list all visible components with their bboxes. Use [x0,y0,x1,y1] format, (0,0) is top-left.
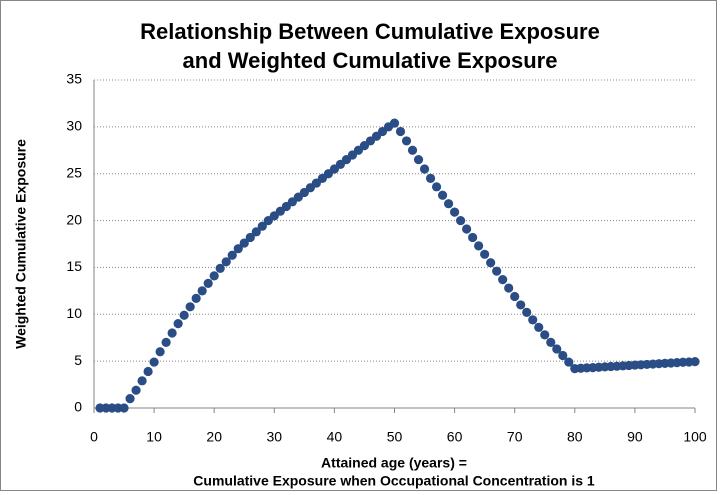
point [215,263,225,273]
point [245,232,255,243]
point [125,394,135,404]
point [474,241,484,251]
x-tick-label: 90 [627,429,643,445]
point [143,366,153,377]
point [227,250,237,260]
y-tick-label: 30 [66,118,82,134]
point [233,244,243,254]
point [437,190,448,200]
point [173,319,183,329]
point [137,376,147,386]
point [257,221,267,231]
point [552,344,562,354]
point [690,357,700,367]
point [534,322,544,333]
x-axis-label: Attained age (years) = [321,455,467,471]
chart-title: Relationship Between Cumulative Exposure [140,19,600,44]
point [540,330,550,340]
point [407,145,418,155]
point [468,232,478,243]
point [462,224,472,234]
point [456,215,466,226]
point [431,182,442,192]
point [498,275,508,285]
point [425,173,436,183]
x-tick-label: 80 [567,429,583,445]
x-tick-label: 70 [507,429,523,445]
point [492,266,502,276]
point [558,350,568,361]
x-tick-label: 20 [206,429,222,445]
point [149,357,159,367]
point [191,293,201,303]
point [401,136,412,146]
point [221,257,231,267]
point [443,199,454,209]
point [516,300,526,310]
point [450,207,460,217]
point [203,278,213,288]
point [546,337,556,347]
point [486,258,496,268]
x-tick-label: 60 [447,429,463,445]
y-tick-label: 10 [66,305,82,321]
point [528,315,538,325]
point [161,337,171,347]
point [564,357,574,367]
x-tick-label: 30 [267,429,283,445]
point [119,403,129,413]
point [131,385,141,395]
x-tick-label: 10 [146,429,162,445]
y-tick-label: 5 [74,352,82,368]
x-axis-label: Cumulative Exposure when Occupational Co… [193,473,595,489]
point [522,307,532,318]
x-tick-label: 100 [683,429,707,445]
point [389,118,400,128]
y-tick-label: 15 [66,258,82,274]
point [167,328,177,338]
point [510,291,520,302]
y-tick-label: 25 [66,164,82,180]
y-tick-label: 20 [66,211,82,227]
point [419,164,430,174]
point [251,227,261,237]
point [179,310,189,320]
point [413,155,424,165]
y-tick-label: 35 [66,71,82,87]
x-tick-label: 0 [90,429,98,445]
point [155,347,165,357]
x-tick-label: 50 [387,429,403,445]
x-tick-label: 40 [327,429,343,445]
point [209,271,219,281]
point [395,126,406,137]
point [239,238,249,248]
point [504,283,514,293]
chart-title: and Weighted Cumulative Exposure [183,48,558,73]
point [185,302,195,312]
y-tick-label: 0 [74,399,82,415]
y-axis-label: Weighted Cumulative Exposure [13,139,29,349]
point [480,249,490,259]
point [197,286,207,296]
